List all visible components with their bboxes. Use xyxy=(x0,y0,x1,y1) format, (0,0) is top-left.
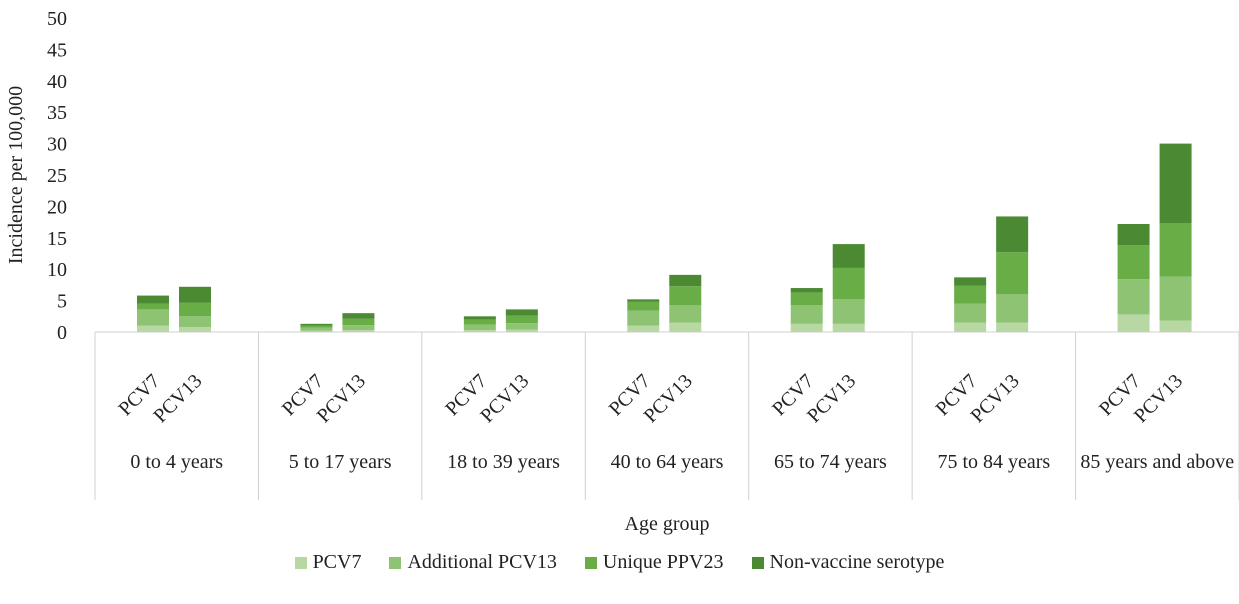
bar-segment xyxy=(1159,320,1192,332)
x-tick-label: PCV13 xyxy=(476,370,533,427)
bar-segment xyxy=(179,302,211,317)
bar-segment xyxy=(790,323,823,332)
bar-segment xyxy=(627,299,660,302)
bar-segment xyxy=(342,325,375,331)
bar-segment xyxy=(954,285,987,304)
group-label: 5 to 17 years xyxy=(288,451,392,473)
legend: PCV7 Additional PCV13 Unique PPV23 Non-vacc… xyxy=(0,551,1239,574)
bar-segment xyxy=(463,324,496,331)
y-tick-label: 40 xyxy=(47,71,67,93)
bar-segment xyxy=(505,309,538,316)
bar-segment xyxy=(137,325,169,332)
y-tick-label: 50 xyxy=(47,8,67,30)
bar-segment xyxy=(790,288,823,293)
y-axis-title: Incidence per 100,000 xyxy=(5,86,27,264)
y-tick-label: 20 xyxy=(47,196,67,218)
legend-item: PCV7 xyxy=(294,551,362,574)
y-tick-label: 30 xyxy=(47,134,67,156)
legend-item: Non-vaccine serotype xyxy=(751,551,945,574)
bar-segment xyxy=(463,316,496,320)
bar-segment xyxy=(996,294,1029,323)
x-axis-title: Age group xyxy=(625,513,710,535)
bar-segment xyxy=(996,252,1029,295)
bar-segment xyxy=(954,303,987,323)
legend-swatch xyxy=(389,556,402,569)
bar-segment xyxy=(627,325,660,332)
bar-segment xyxy=(1159,143,1192,224)
bar-segment xyxy=(300,325,333,328)
bar-segment xyxy=(342,330,375,332)
group-label: 40 to 64 years xyxy=(610,451,724,473)
bar-segment xyxy=(627,301,660,311)
legend-item: Unique PPV23 xyxy=(584,551,724,574)
bar-segment xyxy=(790,292,823,305)
bar-segment xyxy=(832,299,865,324)
group-label: 85 years and above xyxy=(1080,451,1235,473)
y-tick-label: 25 xyxy=(47,165,67,187)
bar-segment xyxy=(1159,223,1192,277)
bar-segment xyxy=(505,315,538,324)
group-label: 75 to 84 years xyxy=(937,451,1051,473)
bar-segment xyxy=(996,216,1029,253)
bar-segment xyxy=(463,330,496,332)
group-label: 18 to 39 years xyxy=(447,451,560,473)
group-label: 65 to 74 years xyxy=(774,451,887,473)
y-tick-label: 15 xyxy=(47,228,67,250)
x-tick-label: PCV13 xyxy=(966,370,1023,427)
bar-segment xyxy=(179,286,211,303)
bar-segment xyxy=(300,327,333,331)
bar-segment xyxy=(342,318,375,326)
y-tick-label: 45 xyxy=(47,39,67,61)
bar-segment xyxy=(1159,276,1192,321)
bar-segment xyxy=(954,277,987,286)
legend-swatch xyxy=(751,556,764,569)
legend-swatch xyxy=(294,556,307,569)
y-tick-label: 35 xyxy=(47,102,67,124)
bar-segment xyxy=(954,322,987,332)
bar-segment xyxy=(1117,314,1150,332)
x-tick-label: PCV13 xyxy=(1130,370,1187,427)
x-tick-label: PCV13 xyxy=(313,370,370,427)
bar-segment xyxy=(1117,223,1150,246)
bar-segment xyxy=(790,304,823,324)
bar-segment xyxy=(669,274,702,287)
bar-segment xyxy=(996,322,1029,332)
bar-segment xyxy=(505,329,538,332)
x-tick-label: PCV13 xyxy=(803,370,860,427)
bar-segment xyxy=(342,313,375,319)
y-tick-label: 10 xyxy=(47,259,67,281)
legend-swatch xyxy=(584,556,597,569)
legend-label: Additional PCV13 xyxy=(407,551,557,573)
bar-segment xyxy=(627,310,660,326)
legend-label: PCV7 xyxy=(312,551,362,573)
bar-segment xyxy=(137,295,169,304)
bar-segment xyxy=(179,316,211,327)
bar-segment xyxy=(137,309,169,326)
y-tick-label: 0 xyxy=(57,322,67,344)
bar-segment xyxy=(669,322,702,332)
bar-segment xyxy=(137,303,169,310)
legend-label: Unique PPV23 xyxy=(602,551,724,573)
bar-segment xyxy=(505,323,538,330)
bar-segment xyxy=(300,330,333,332)
bar-segment xyxy=(669,304,702,323)
bar-segment xyxy=(300,323,333,326)
x-tick-label: PCV13 xyxy=(149,370,206,427)
bar-segment xyxy=(1117,279,1150,315)
bar-segment xyxy=(832,244,865,268)
y-tick-label: 5 xyxy=(57,291,67,313)
bar-segment xyxy=(463,319,496,325)
bar-segment xyxy=(1117,245,1150,280)
legend-item: Additional PCV13 xyxy=(389,551,557,574)
x-tick-label: PCV13 xyxy=(640,370,697,427)
bar-segment xyxy=(832,323,865,332)
legend-label: Non-vaccine serotype xyxy=(769,551,945,573)
bar-segment xyxy=(179,326,211,332)
bar-segment xyxy=(669,286,702,305)
bar-segment xyxy=(832,267,865,300)
group-label: 0 to 4 years xyxy=(130,451,224,473)
